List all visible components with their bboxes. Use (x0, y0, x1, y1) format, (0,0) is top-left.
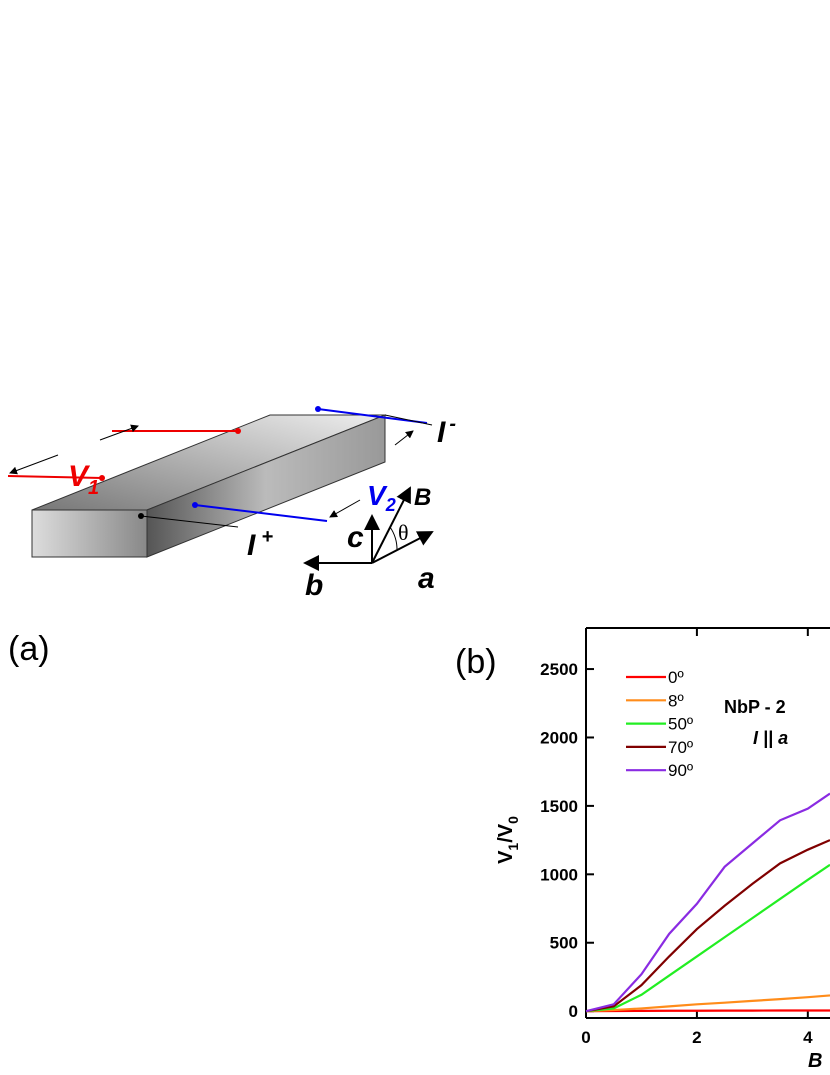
v2-wire (194, 504, 328, 522)
legend-label: 0º (668, 668, 684, 687)
panel-a: (a) V1 V2 I- I + c b a B θ (7, 406, 456, 668)
angle-arc (389, 526, 398, 551)
leader (384, 414, 433, 426)
axis-label: B (414, 484, 431, 511)
series-line (585, 994, 830, 1013)
v1-wire (7, 475, 103, 479)
axis-label: c (347, 521, 364, 554)
contact (235, 428, 241, 434)
i-minus-label: I- (437, 413, 456, 449)
axis-label: b (305, 569, 323, 602)
text: V (495, 850, 517, 864)
arrow (99, 424, 139, 441)
text: V (367, 480, 388, 511)
y-tick-label: 1500 (540, 797, 578, 816)
annotation: NbP - 2 (724, 697, 786, 717)
panel-label: (b) (455, 643, 497, 681)
v1-label: V1 (68, 460, 99, 499)
y-tick-label: 0 (569, 1002, 578, 1021)
axis-arrow (371, 531, 434, 564)
panel-b: (b) NbP - 2 I || a V1/V0 B 0500100015002… (455, 627, 830, 1072)
annotation: I || a (753, 728, 788, 748)
text: 1 (505, 843, 521, 851)
x-tick-label: 4 (803, 1028, 813, 1047)
y-tick-label: 500 (550, 934, 578, 953)
y-tick-label: 2000 (540, 728, 578, 747)
x-tick-label: 2 (692, 1028, 701, 1047)
arrow (9, 454, 59, 475)
arrow (394, 430, 414, 446)
box-front (31, 509, 148, 558)
x-tick-label: 0 (581, 1028, 590, 1047)
y-tick-label: 1000 (540, 865, 578, 884)
y-axis-label: V1/V0 (495, 816, 521, 864)
text: 1 (88, 477, 99, 499)
axis-arrow (371, 486, 411, 564)
text: + (261, 526, 273, 548)
text: 2 (385, 495, 396, 515)
arrow (329, 499, 361, 518)
text: I (247, 529, 256, 562)
legend-label: 90º (668, 761, 693, 780)
series-line (585, 839, 830, 1013)
x-axis-label: B (808, 1050, 822, 1072)
axis-label: a (418, 562, 435, 595)
text: I (437, 416, 446, 449)
series-line (585, 792, 830, 1013)
i-plus-label: I + (247, 526, 273, 562)
series-line (585, 1009, 830, 1013)
legend-label: 70º (668, 738, 693, 757)
legend-label: 8º (668, 691, 684, 710)
contact (99, 475, 105, 481)
contact (315, 406, 321, 412)
leader (140, 515, 239, 528)
text: - (449, 413, 456, 435)
text: 0 (505, 816, 521, 824)
text: /V (495, 823, 517, 843)
v2-label: V2 (367, 480, 396, 515)
contact (192, 502, 198, 508)
angle-label: θ (398, 520, 409, 545)
v2-wire (317, 408, 428, 424)
text: V (68, 460, 91, 493)
y-tick-label: 2500 (540, 660, 578, 679)
series-line (585, 863, 830, 1013)
panel-label: (a) (8, 630, 50, 668)
legend-label: 50º (668, 715, 693, 734)
